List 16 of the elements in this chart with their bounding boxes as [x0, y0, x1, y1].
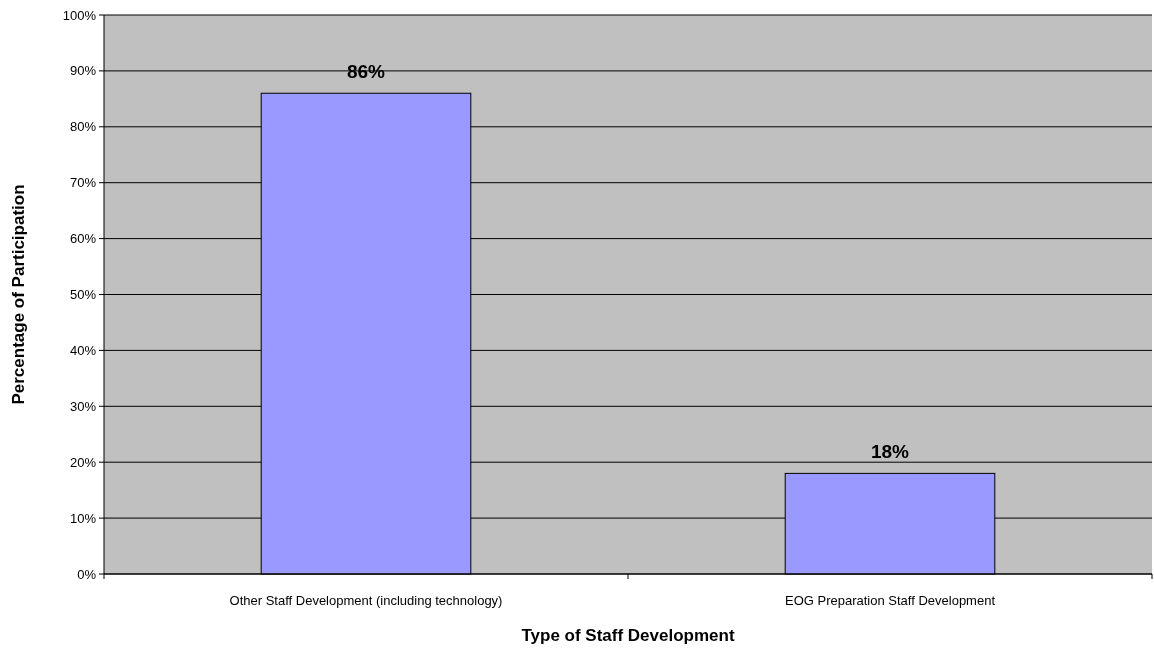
- y-tick-label: 20%: [69, 454, 97, 470]
- y-tick-label: 60%: [69, 231, 97, 247]
- y-tick-label: 40%: [69, 342, 97, 358]
- y-tick-label: 90%: [69, 63, 97, 79]
- y-tick-label: 80%: [69, 119, 97, 135]
- x-tick-label: Other Staff Development (including technology): [229, 593, 503, 608]
- y-tick-label: 50%: [69, 287, 97, 303]
- y-tick-label: 100%: [62, 7, 97, 23]
- y-tick-label: 70%: [69, 175, 97, 191]
- y-axis-title: Percentage of Participation: [9, 184, 28, 405]
- x-axis-title: Type of Staff Development: [521, 626, 735, 645]
- x-tick-label: EOG Preparation Staff Development: [784, 593, 996, 608]
- y-tick-label: 0%: [77, 566, 97, 582]
- data-label: 18%: [870, 441, 910, 463]
- y-tick-label: 30%: [69, 398, 97, 414]
- y-tick-label: 10%: [69, 510, 97, 526]
